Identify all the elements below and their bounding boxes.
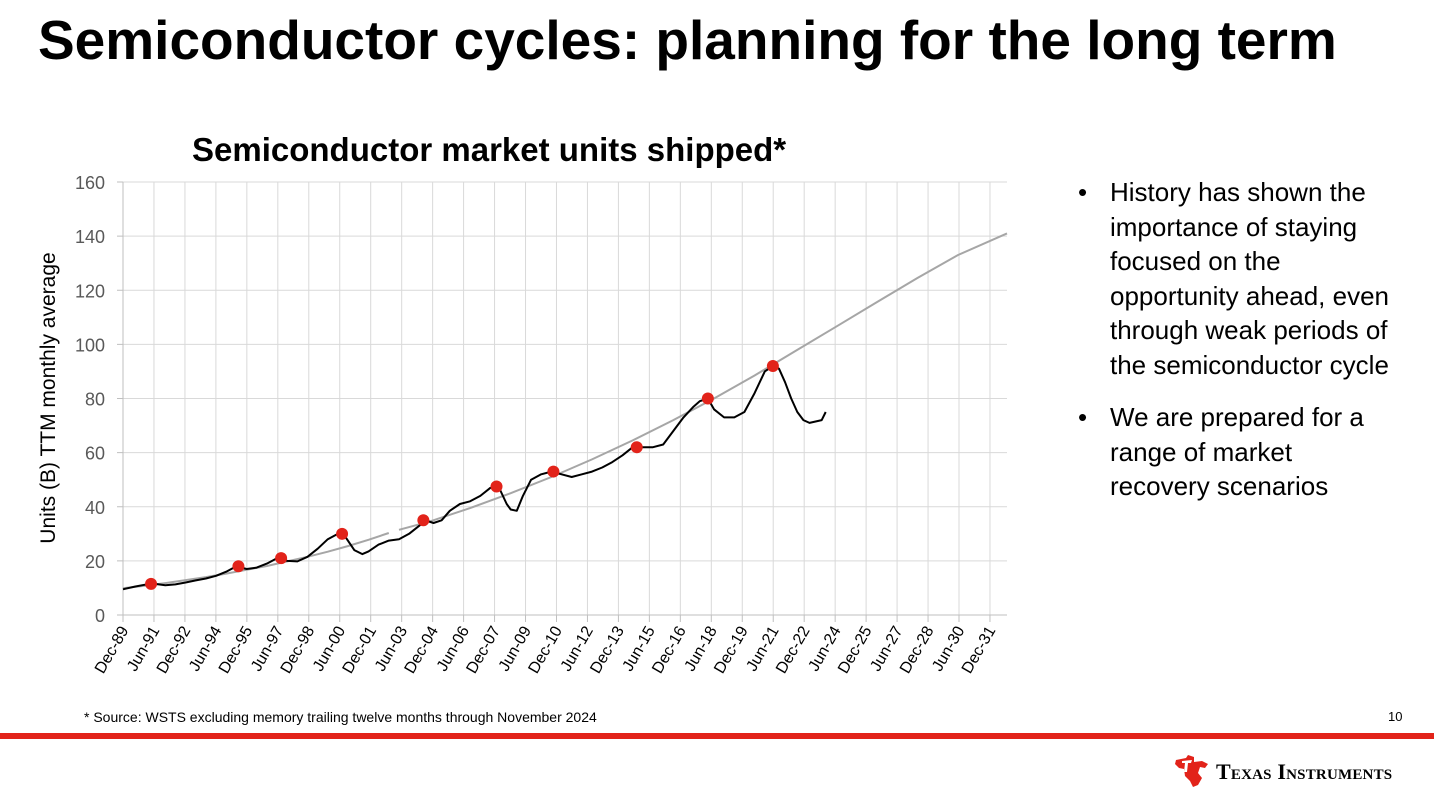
y-tick-label: 60 bbox=[85, 444, 105, 464]
ti-logo-icon bbox=[1175, 755, 1208, 787]
ti-wordmark: Texas Instruments bbox=[1216, 759, 1392, 785]
actual-series-line bbox=[122, 365, 827, 591]
bullet-glyph: • bbox=[1078, 177, 1088, 207]
peak-marker bbox=[336, 527, 349, 540]
bullet-glyph: • bbox=[1078, 402, 1088, 432]
bullet-item: • We are prepared for a range of market … bbox=[1078, 400, 1398, 504]
y-tick-label: 120 bbox=[75, 281, 105, 301]
peak-marker bbox=[417, 514, 430, 527]
chart-title: Semiconductor market units shipped* bbox=[192, 131, 787, 168]
chart-axes: 020406080100120140160Dec-89Jun-91Dec-92J… bbox=[75, 173, 1007, 677]
chart: 020406080100120140160Dec-89Jun-91Dec-92J… bbox=[37, 173, 1008, 677]
y-tick-label: 100 bbox=[75, 335, 105, 355]
peak-marker bbox=[145, 577, 158, 590]
slide-title: Semiconductor cycles: planning for the l… bbox=[38, 9, 1337, 71]
trend-line-group bbox=[122, 232, 1008, 590]
peak-marker bbox=[766, 360, 779, 373]
y-axis-label: Units (B) TTM monthly average bbox=[37, 252, 60, 543]
brand-name: Texas Instruments bbox=[1216, 759, 1393, 784]
y-axis-label-group: Units (B) TTM monthly average bbox=[37, 252, 60, 543]
y-tick-label: 80 bbox=[85, 390, 105, 410]
peak-marker bbox=[275, 552, 288, 565]
page-number: 10 bbox=[1388, 709, 1403, 724]
peak-marker bbox=[701, 392, 714, 405]
peak-marker bbox=[232, 560, 245, 573]
bullet-list: • History has shown the importance of st… bbox=[1078, 175, 1398, 522]
peak-marker bbox=[630, 441, 643, 454]
bullet-item: • History has shown the importance of st… bbox=[1078, 175, 1398, 382]
source-note: * Source: WSTS excluding memory trailing… bbox=[84, 709, 597, 725]
bullet-text: We are prepared for a range of market re… bbox=[1110, 402, 1364, 501]
y-tick-label: 40 bbox=[85, 498, 105, 518]
y-tick-label: 0 bbox=[95, 606, 105, 626]
peak-marker bbox=[547, 465, 560, 478]
y-tick-label: 160 bbox=[75, 173, 105, 193]
actual-series-group bbox=[122, 365, 827, 591]
peak-marker bbox=[490, 480, 503, 493]
x-tick-label: Dec-89 bbox=[92, 623, 133, 676]
bullet-text: History has shown the importance of stay… bbox=[1110, 177, 1389, 380]
y-tick-label: 20 bbox=[85, 552, 105, 572]
chart-grid bbox=[123, 181, 1007, 615]
peak-markers-group bbox=[145, 360, 779, 590]
y-tick-label: 140 bbox=[75, 227, 105, 247]
footer-accent-bar bbox=[0, 733, 1434, 739]
trend-line bbox=[398, 232, 1008, 531]
